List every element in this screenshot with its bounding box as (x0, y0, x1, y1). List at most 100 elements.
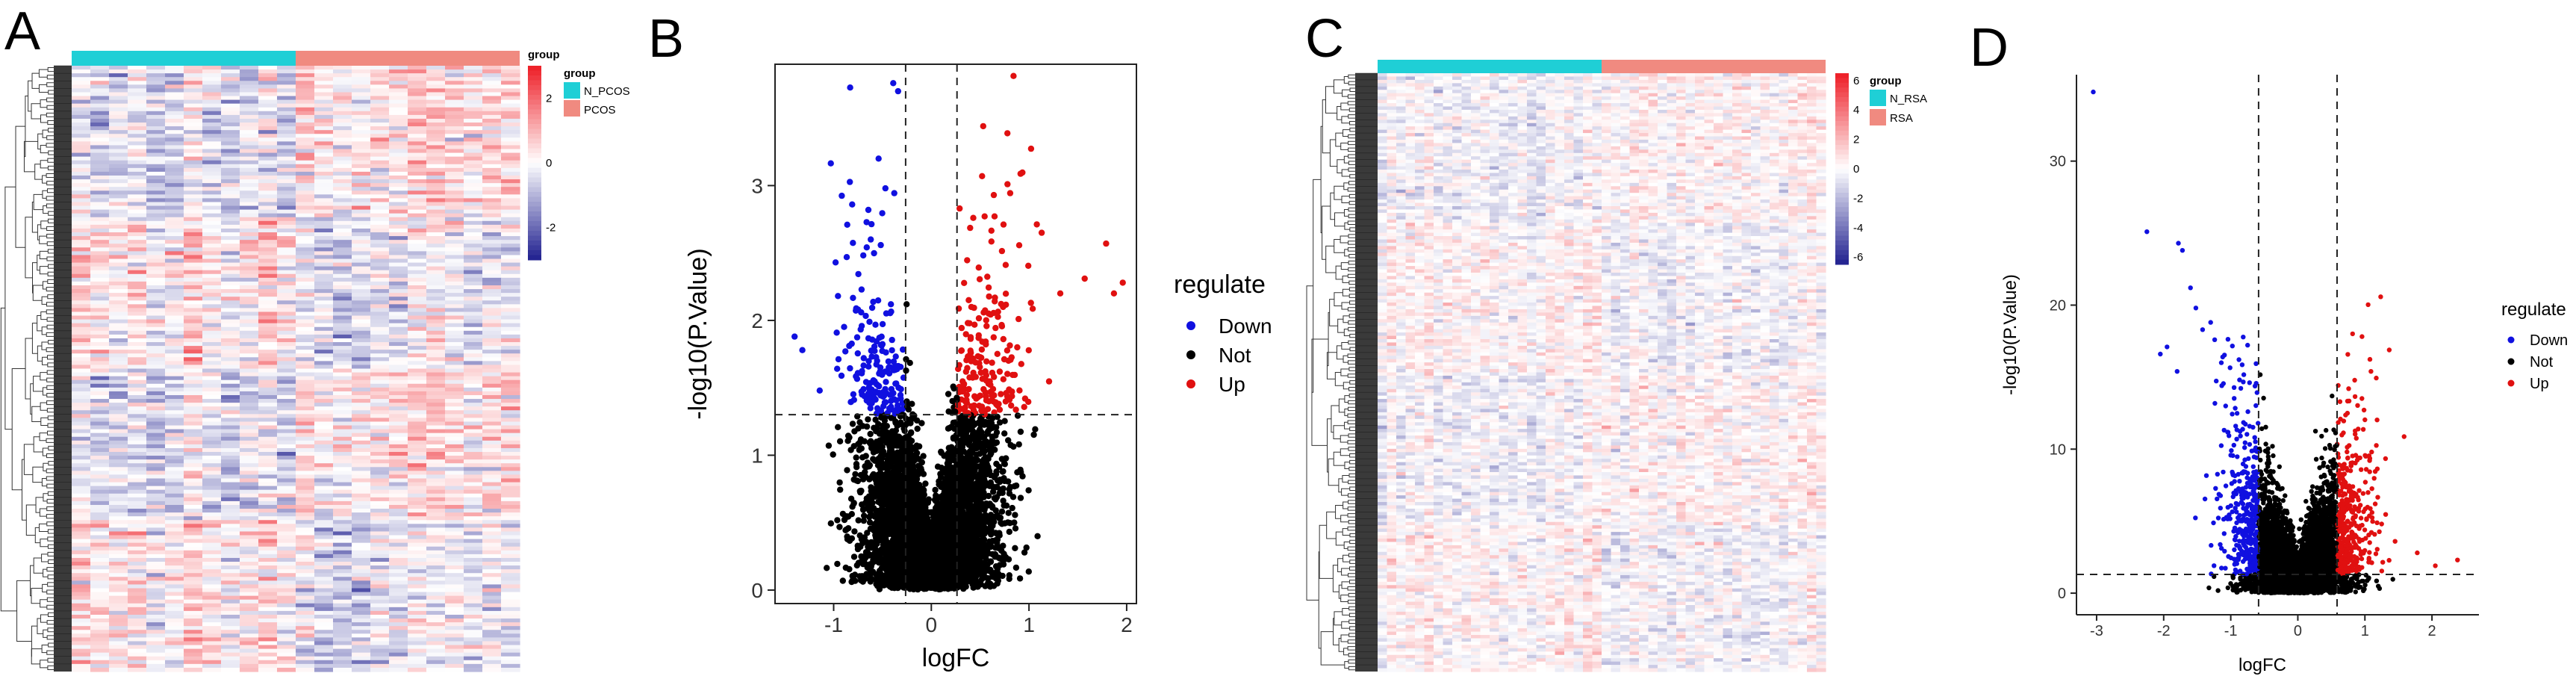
heatmap-cell (90, 99, 110, 105)
heatmap-cell (464, 262, 483, 267)
heatmap-cell (296, 164, 315, 169)
heatmap-cell (482, 175, 502, 180)
heatmap-cell (109, 255, 128, 260)
heatmap-cell (296, 456, 315, 460)
heatmap-cell (314, 205, 334, 211)
heatmap-cell (389, 198, 408, 203)
heatmap-cell (128, 338, 147, 343)
heatmap-cell (90, 273, 110, 279)
heatmap-cell (184, 447, 203, 453)
heatmap-cell (240, 179, 259, 184)
heatmap-cell (408, 149, 427, 154)
heatmap-cell (277, 334, 296, 339)
heatmap-cell (72, 357, 91, 362)
heatmap-cell (240, 92, 259, 97)
heatmap-cell (90, 421, 110, 427)
heatmap-cell (277, 164, 296, 169)
heatmap-cell (202, 285, 222, 290)
heatmap-cell (184, 217, 203, 222)
heatmap-cell (501, 273, 520, 279)
heatmap-cell (165, 365, 184, 370)
heatmap-cell (90, 114, 110, 120)
heatmap-cell (90, 391, 110, 396)
heatmap-cell (389, 171, 408, 176)
heatmap-cell (128, 376, 147, 381)
heatmap-cell (370, 387, 390, 392)
heatmap-cell (464, 357, 483, 362)
heatmap-cell (109, 141, 128, 146)
heatmap-cell (109, 281, 128, 286)
heatmap-cell (258, 459, 278, 464)
heatmap-cell (408, 622, 427, 627)
heatmap-cell (109, 376, 128, 381)
heatmap-cell (202, 546, 222, 551)
heatmap-cell (426, 478, 446, 483)
heatmap-cell (128, 350, 147, 354)
heatmap-cell (314, 554, 334, 559)
heatmap-cell (165, 99, 184, 105)
heatmap-cell (146, 107, 166, 112)
heatmap-cell (165, 557, 184, 562)
heatmap-cell (389, 236, 408, 241)
heatmap-cell (352, 406, 371, 411)
heatmap-cell (109, 183, 128, 187)
heatmap-cell (90, 387, 110, 392)
heatmap-cell (128, 107, 147, 112)
heatmap-cell (109, 334, 128, 339)
heatmap-cell (314, 542, 334, 548)
heatmap-cell (445, 308, 464, 313)
heatmap-cell (482, 114, 502, 120)
heatmap-cell (72, 489, 91, 494)
heatmap-cell (109, 557, 128, 562)
heatmap-cell (277, 326, 296, 332)
heatmap-cell (314, 645, 334, 650)
heatmap-cell (240, 391, 259, 396)
heatmap-cell (258, 240, 278, 244)
heatmap-cell (482, 546, 502, 551)
heatmap-cell (464, 297, 483, 301)
heatmap-cell (184, 660, 203, 665)
heatmap-cell (333, 123, 352, 127)
heatmap-cell (202, 350, 222, 354)
heatmap-cell (296, 304, 315, 309)
heatmap-cell (184, 588, 203, 593)
heatmap-cell (184, 342, 203, 347)
heatmap-cell (221, 391, 240, 396)
heatmap-cell (128, 504, 147, 509)
heatmap-cell (389, 478, 408, 483)
heatmap-cell (90, 167, 110, 173)
heatmap-cell (221, 300, 240, 305)
heatmap-cell (482, 228, 502, 233)
color-scale-step (528, 182, 541, 187)
heatmap-cell (90, 410, 110, 415)
heatmap-cell (221, 633, 240, 638)
heatmap-cell (389, 399, 408, 403)
heatmap-cell (501, 524, 520, 528)
dendrogram-branch (40, 402, 48, 411)
heatmap-cell (109, 554, 128, 559)
heatmap-cell (109, 372, 128, 377)
heatmap-cell (296, 524, 315, 528)
heatmap-cell (146, 497, 166, 502)
heatmap-cell (221, 486, 240, 491)
heatmap-cell (184, 198, 203, 203)
heatmap-cell (165, 130, 184, 134)
heatmap-cell (426, 645, 446, 650)
heatmap-cell (296, 319, 315, 324)
heatmap-cell (240, 550, 259, 555)
heatmap-cell (426, 224, 446, 229)
heatmap-cell (128, 194, 147, 199)
heatmap-cell (109, 512, 128, 517)
heatmap-cell (333, 255, 352, 260)
heatmap-cell (389, 656, 408, 661)
heatmap-cell (314, 387, 334, 392)
heatmap-cell (109, 497, 128, 502)
heatmap-cell (426, 663, 446, 669)
heatmap-cell (184, 326, 203, 332)
heatmap-cell (184, 656, 203, 661)
heatmap-cell (258, 531, 278, 536)
heatmap-cell (501, 660, 520, 665)
heatmap-cell (333, 584, 352, 589)
panel-a-color-scale-title: group (528, 49, 560, 61)
